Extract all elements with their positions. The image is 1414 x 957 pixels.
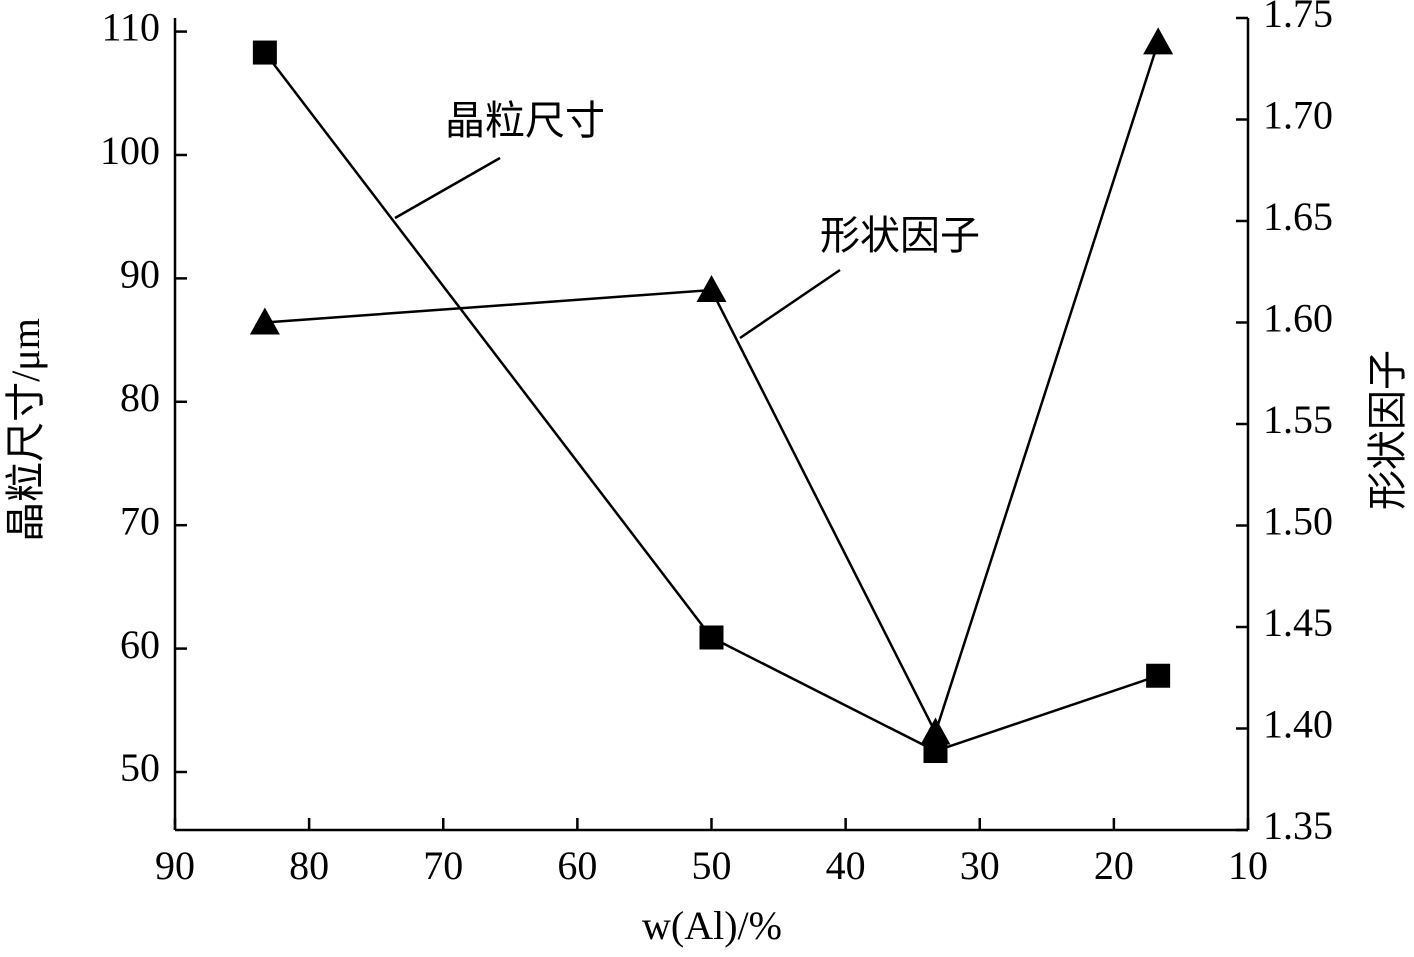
marker: [920, 717, 951, 745]
series-line: [263, 51, 1159, 753]
series-label: 晶粒尺寸: [445, 98, 605, 143]
y2-tick-label: 1.35: [1263, 803, 1333, 848]
x-tick-label: 80: [289, 843, 329, 888]
y2-axis-label: 形状因子: [1365, 350, 1410, 510]
x-tick-label: 90: [155, 843, 195, 888]
y-tick-label: 100: [100, 128, 160, 173]
y-tick-label: 50: [120, 745, 160, 790]
leader-line: [739, 268, 841, 340]
marker: [1146, 663, 1171, 688]
y2-tick-label: 1.50: [1263, 499, 1333, 544]
leader-line: [394, 156, 501, 220]
x-tick-label: 70: [423, 843, 463, 888]
y-tick-label: 70: [120, 498, 160, 543]
y2-tick-label: 1.55: [1263, 397, 1333, 442]
y-tick-label: 110: [101, 5, 160, 50]
y2-tick-label: 1.70: [1263, 93, 1333, 138]
x-tick-label: 60: [557, 843, 597, 888]
marker: [252, 40, 277, 65]
x-tick-label: 30: [960, 843, 1000, 888]
series-line: [264, 41, 1160, 736]
x-tick-label: 50: [692, 843, 732, 888]
y2-tick-label: 1.65: [1263, 194, 1333, 239]
y2-tick-label: 1.45: [1263, 600, 1333, 645]
marker: [1143, 27, 1174, 55]
marker: [249, 307, 280, 335]
y-tick-label: 80: [120, 375, 160, 420]
marker: [696, 275, 727, 303]
y2-tick-label: 1.40: [1263, 702, 1333, 747]
series-label: 形状因子: [820, 213, 980, 258]
marker: [699, 625, 724, 650]
x-tick-label: 40: [826, 843, 866, 888]
y2-tick-label: 1.75: [1263, 0, 1333, 36]
y-tick-label: 60: [120, 622, 160, 667]
x-axis-label: w(Al)/%: [642, 903, 782, 948]
y2-tick-label: 1.60: [1263, 296, 1333, 341]
x-tick-label: 20: [1094, 843, 1134, 888]
y-axis-label: 晶粒尺寸/μm: [3, 318, 48, 542]
x-tick-label: 10: [1228, 843, 1268, 888]
y-tick-label: 90: [120, 252, 160, 297]
